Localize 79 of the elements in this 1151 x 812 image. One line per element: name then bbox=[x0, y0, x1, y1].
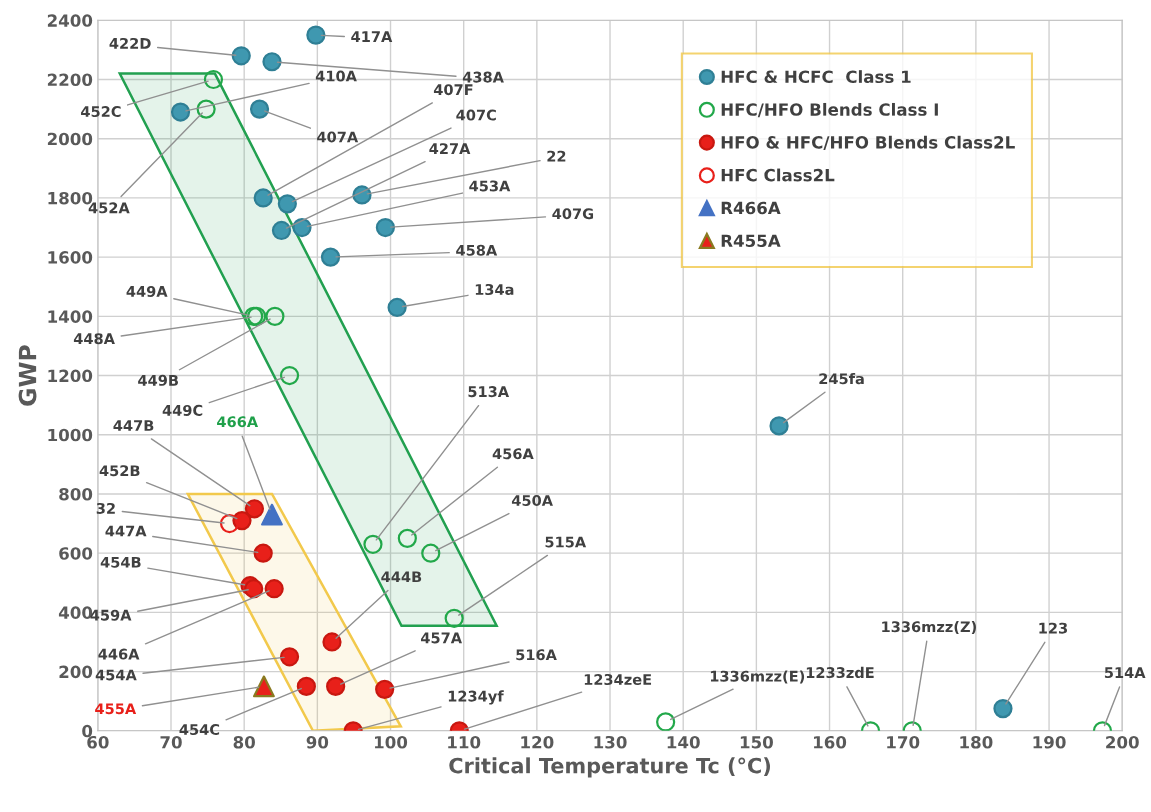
annotation: 448A bbox=[73, 333, 115, 345]
y-tick-label: 1400 bbox=[48, 310, 93, 323]
annotation: 513A bbox=[468, 386, 510, 398]
x-tick-label: 170 bbox=[887, 735, 920, 749]
annotation: 1336mzz(Z) bbox=[882, 620, 976, 634]
x-tick-label: 160 bbox=[814, 735, 847, 749]
y-axis-title: GWP bbox=[18, 345, 37, 406]
y-tick-label: 200 bbox=[59, 665, 93, 679]
y-tick-label: 400 bbox=[58, 606, 93, 619]
x-tick-label: 140 bbox=[667, 735, 700, 749]
annotation: 422D bbox=[109, 37, 151, 49]
annotation: 32 bbox=[96, 502, 115, 514]
x-tick-label: 110 bbox=[448, 735, 481, 749]
annotation: 1233zdE bbox=[806, 666, 874, 679]
x-tick-label: 90 bbox=[306, 735, 329, 749]
y-tick-label: 1600 bbox=[48, 251, 93, 264]
annotation: 449A bbox=[126, 285, 168, 297]
annotation: 22 bbox=[547, 150, 566, 162]
annotation: 454C bbox=[179, 724, 220, 736]
annotation: 410A bbox=[315, 70, 357, 82]
y-tick-label: 1200 bbox=[48, 369, 93, 383]
x-tick-label: 130 bbox=[594, 735, 627, 749]
x-tick-label: 80 bbox=[233, 735, 255, 749]
legend-label: HFO & HFC/HFO Blends Class2L bbox=[721, 135, 1015, 150]
annotation: 456A bbox=[492, 448, 534, 460]
x-tick-label: 180 bbox=[960, 735, 993, 749]
legend-label: R455A bbox=[721, 234, 781, 248]
annotation: 514A bbox=[1104, 667, 1146, 679]
annotation: 427A bbox=[429, 143, 471, 154]
legend-label: HFC & HCFC Class 1 bbox=[721, 70, 911, 84]
annotation: 447B bbox=[113, 420, 154, 431]
annotation: 452B bbox=[99, 465, 140, 477]
annotation: 1336mzz(E) bbox=[710, 670, 805, 684]
annotation: 438A bbox=[462, 71, 504, 83]
y-tick-label: 0 bbox=[82, 724, 93, 738]
annotation: 453A bbox=[469, 180, 511, 192]
annotation: 457A bbox=[420, 632, 462, 644]
annotation: 454B bbox=[100, 556, 141, 568]
legend-label: HFC Class2L bbox=[721, 168, 835, 182]
x-tick-label: 200 bbox=[1106, 735, 1139, 749]
x-tick-label: 70 bbox=[160, 735, 182, 749]
x-tick-label: 150 bbox=[740, 735, 773, 749]
annotation: 449B bbox=[138, 374, 178, 386]
x-tick-label: 100 bbox=[375, 735, 408, 749]
annotation: 417A bbox=[351, 31, 393, 42]
x-tick-label: 120 bbox=[521, 735, 554, 749]
annotation: 407A bbox=[317, 131, 359, 143]
annotation: 446A bbox=[98, 648, 140, 660]
annotation: 450A bbox=[511, 494, 553, 507]
annotation: 449C bbox=[162, 404, 203, 416]
annotation: 466A bbox=[217, 416, 259, 428]
y-tick-label: 1000 bbox=[48, 428, 93, 442]
annotation: 516A bbox=[516, 649, 557, 661]
y-tick-label: 800 bbox=[59, 487, 93, 501]
annotation: 458A bbox=[456, 244, 498, 256]
annotation: 515A bbox=[545, 536, 587, 548]
y-tick-label: 2000 bbox=[47, 132, 93, 146]
annotation: 454A bbox=[95, 669, 137, 681]
annotation: 407F bbox=[433, 84, 473, 96]
annotation: 407C bbox=[456, 109, 496, 121]
annotation: 123 bbox=[1039, 622, 1068, 634]
annotation: 452C bbox=[81, 106, 121, 118]
legend-label: HFC/HFO Blends Class I bbox=[721, 102, 938, 118]
annotation: 444B bbox=[381, 571, 422, 583]
x-tick-label: 60 bbox=[87, 735, 109, 749]
legend-label: R466A bbox=[721, 201, 781, 215]
x-axis-title: Critical Temperature Tc (°C) bbox=[449, 757, 770, 778]
y-tick-label: 600 bbox=[59, 547, 93, 560]
y-tick-label: 2400 bbox=[47, 14, 93, 27]
annotation: 134a bbox=[475, 283, 514, 296]
annotation: 459A bbox=[90, 609, 132, 621]
annotation: 455A bbox=[95, 703, 137, 715]
annotation: 245fa bbox=[819, 372, 864, 385]
x-tick-label: 190 bbox=[1033, 735, 1066, 749]
annotation: 1234yf bbox=[448, 690, 504, 705]
annotation: 407G bbox=[552, 208, 594, 220]
y-tick-label: 2200 bbox=[47, 73, 93, 87]
annotation: 1234zeE bbox=[584, 674, 652, 686]
annotation: 447A bbox=[105, 525, 147, 537]
